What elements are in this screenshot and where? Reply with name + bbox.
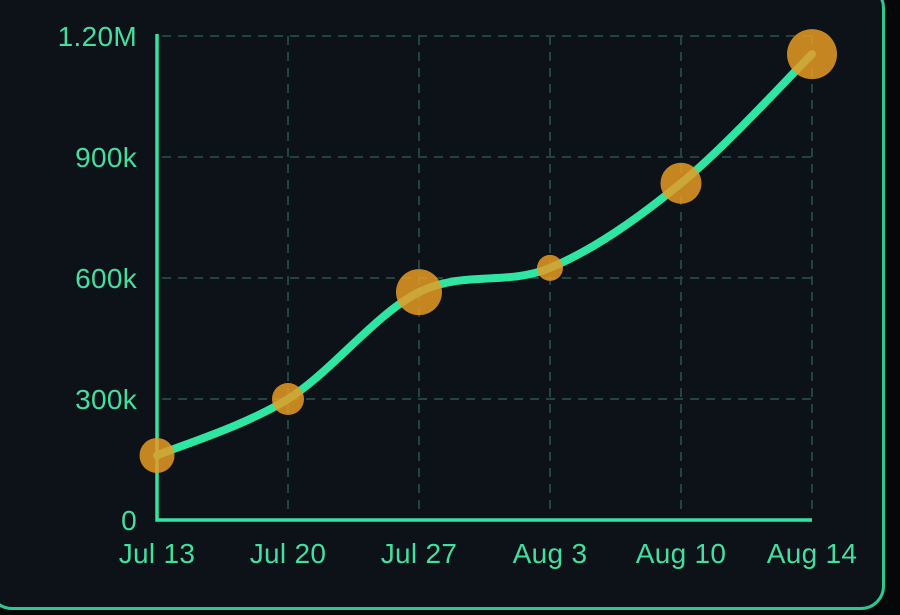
y-tick-label: 300k [75,384,138,415]
x-tick-label: Aug 3 [513,538,588,569]
y-axis-label-layer: 0 300k 600k 900k 1.20M [58,21,138,536]
data-point[interactable] [537,254,563,281]
y-tick-label: 900k [75,142,138,173]
x-tick-label: Jul 13 [119,538,196,569]
data-point-layer [139,29,837,473]
series-line-layer [153,50,816,460]
x-axis-label-layer: Jul 13 Jul 20 Jul 27 Aug 3 Aug 10 Aug 14 [119,538,858,569]
x-tick-label: Aug 10 [636,538,727,569]
data-point[interactable] [396,269,442,316]
series-line [153,50,816,460]
axis-layer [155,34,812,522]
x-tick-label: Aug 14 [767,538,858,569]
data-point[interactable] [272,383,304,415]
axis-lines [155,34,812,522]
y-tick-label: 0 [121,505,137,536]
x-tick-label: Jul 27 [381,538,458,569]
x-tick-label: Jul 20 [250,538,327,569]
data-point[interactable] [139,437,175,473]
chart-card [0,0,885,610]
y-tick-label: 600k [75,263,138,294]
y-tick-label: 1.20M [58,21,137,52]
data-point[interactable] [787,29,837,80]
data-point[interactable] [660,162,702,204]
